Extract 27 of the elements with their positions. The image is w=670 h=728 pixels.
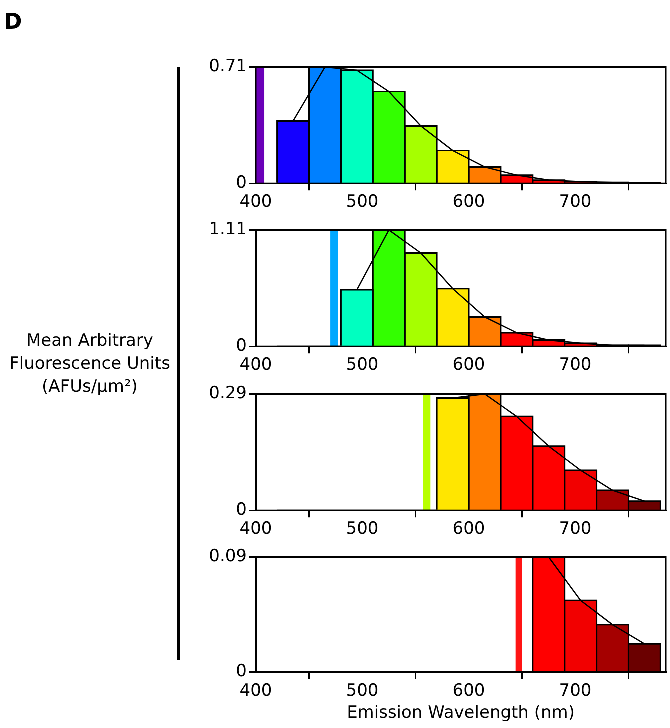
y-tick-label: 0.09 (209, 546, 247, 567)
y-axis-title: Mean Arbitrary Fluorescence Units (AFUs/μm²) (8, 330, 172, 399)
y-tick-label: 0.71 (209, 56, 247, 77)
y-tick-label: 0 (236, 500, 247, 520)
x-tick-label: 600 (452, 355, 486, 376)
y-tick-label: 0.29 (209, 384, 247, 404)
x-tick-label: 400 (240, 519, 272, 540)
y-tick-label: 1.11 (209, 220, 247, 240)
x-tick-label: 500 (346, 355, 379, 376)
x-tick-label: 500 (346, 680, 379, 701)
y-tick-label: 0 (236, 336, 247, 356)
x-tick-label: 700 (559, 192, 592, 212)
x-tick-label: 700 (559, 355, 592, 376)
x-tick-label: 600 (452, 192, 486, 212)
x-tick-label: 400 (240, 192, 272, 212)
x-tick-label: 700 (559, 680, 592, 701)
y-tick-label: 0 (236, 173, 247, 194)
x-tick-label: 500 (346, 519, 379, 540)
x-axis-title: Emission Wavelength (nm) (347, 703, 575, 724)
x-tick-label: 700 (559, 519, 592, 540)
x-tick-label: 600 (452, 519, 486, 540)
y-tick-label: 0 (236, 662, 247, 682)
x-tick-label: 600 (452, 680, 486, 701)
x-tick-label: 500 (346, 192, 379, 212)
x-tick-label: 400 (240, 680, 272, 701)
text: D (4, 10, 22, 35)
x-tick-label: 400 (240, 355, 272, 376)
